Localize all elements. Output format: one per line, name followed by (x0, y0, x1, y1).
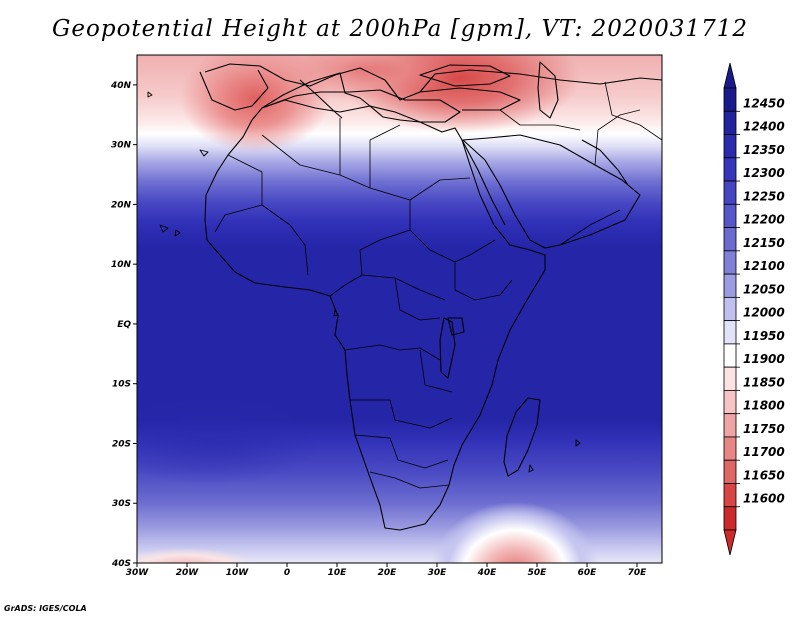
caspian-sea (537, 61, 559, 119)
x-tick-label: 30E (428, 568, 448, 578)
colorbar-level-label: 11850 (743, 375, 785, 389)
colorbar-swatch (723, 413, 737, 438)
colorbar-swatch (723, 506, 737, 531)
colorbar-level-label: 11650 (743, 468, 785, 482)
colorbar-swatch (723, 296, 737, 322)
colorbar-level-label: 12050 (743, 282, 785, 296)
y-tick-label: EQ (117, 320, 131, 330)
colorbar-swatch (723, 390, 737, 415)
colorbar-swatch (723, 134, 737, 159)
italy (299, 79, 343, 119)
colorbar-level-label: 12150 (743, 236, 785, 250)
southern-europe (204, 63, 662, 101)
islands (147, 91, 581, 473)
colorbar-swatch (723, 343, 737, 368)
y-tick-label: 40N (110, 81, 132, 91)
colorbar-level-label: 11700 (743, 445, 785, 459)
colorbar-level-label: 11950 (743, 329, 785, 343)
colorbar-swatch (723, 483, 737, 508)
anatolia (419, 87, 521, 111)
colorbar-level-label: 12000 (743, 306, 785, 320)
x-tick-label: 70E (628, 568, 648, 578)
axis-ticks: 30W 20W 10W 0 10E 20E 30E 40E 50E 60E 70E 40N 30N 20N… (110, 81, 647, 578)
colorbar-swatch (723, 459, 737, 484)
red-sea (461, 139, 506, 226)
colorbar-level-label: 12400 (743, 120, 785, 134)
colorbar-swatch (723, 320, 737, 345)
iberia (199, 69, 269, 111)
arabian-peninsula (462, 134, 641, 249)
x-tick-label: 50E (528, 568, 548, 578)
x-tick-label: 40E (477, 568, 498, 578)
colorbar-level-label: 12250 (743, 189, 785, 203)
map-title: Geopotential Height at 200hPa [gpm], VT:… (52, 16, 748, 42)
height-field (137, 55, 662, 563)
colorbar-swatch (723, 227, 737, 252)
persian-gulf (581, 139, 629, 186)
x-tick-label: 20E (378, 568, 398, 578)
mediterranean-sea (261, 89, 461, 123)
colorbar-level-label: 11600 (743, 492, 785, 506)
colorbar-level-label: 12100 (743, 259, 785, 273)
colorbar-swatch (723, 273, 737, 298)
plot-frame (136, 54, 663, 564)
africa-coastline (204, 72, 546, 531)
y-tick-label: 30N (111, 141, 132, 151)
coastlines-and-borders (147, 61, 662, 531)
country-borders (214, 81, 662, 489)
x-tick-label: 30W (126, 568, 150, 578)
x-tick-label: 0 (284, 568, 290, 578)
madagascar (503, 397, 541, 477)
colorbar-top-arrow (723, 62, 737, 89)
y-tick-label: 20N (111, 200, 132, 210)
y-tick-label: 20S (112, 439, 131, 449)
colorbar: 12450 12400 12350 12300 12250 12200 12150 12100… (723, 62, 785, 556)
x-tick-label: 10E (328, 568, 348, 578)
colorbar-level-label: 11800 (743, 399, 785, 413)
lake-victoria (447, 317, 465, 336)
colorbar-swatch (723, 203, 737, 228)
grads-credit: GrADS: IGES/COLA (4, 604, 87, 613)
colorbar-swatch (723, 110, 737, 135)
colorbar-swatch (723, 250, 737, 275)
colorbar-level-label: 11900 (743, 352, 785, 366)
y-tick-label: 40S (111, 559, 131, 569)
x-tick-label: 20W (176, 568, 200, 578)
colorbar-level-label: 12300 (743, 166, 785, 180)
colorbar-swatch (723, 366, 737, 391)
y-tick-label: 10N (111, 260, 132, 270)
colorbar-level-label: 11750 (743, 422, 785, 436)
colorbar-swatch (723, 180, 737, 205)
y-tick-label: 10S (112, 380, 131, 390)
black-sea (419, 64, 511, 87)
colorbar-swatch (723, 87, 737, 112)
x-tick-label: 10W (226, 568, 250, 578)
colorbar-swatch (723, 436, 737, 461)
colorbar-swatch (723, 157, 737, 182)
great-lakes (439, 317, 456, 379)
y-tick-label: 30S (112, 499, 131, 509)
colorbar-level-label: 12450 (743, 96, 785, 110)
x-tick-label: 60E (578, 568, 598, 578)
colorbar-bottom-arrow (723, 529, 737, 556)
colorbar-level-label: 12350 (743, 143, 785, 157)
colorbar-level-label: 12200 (743, 213, 785, 227)
